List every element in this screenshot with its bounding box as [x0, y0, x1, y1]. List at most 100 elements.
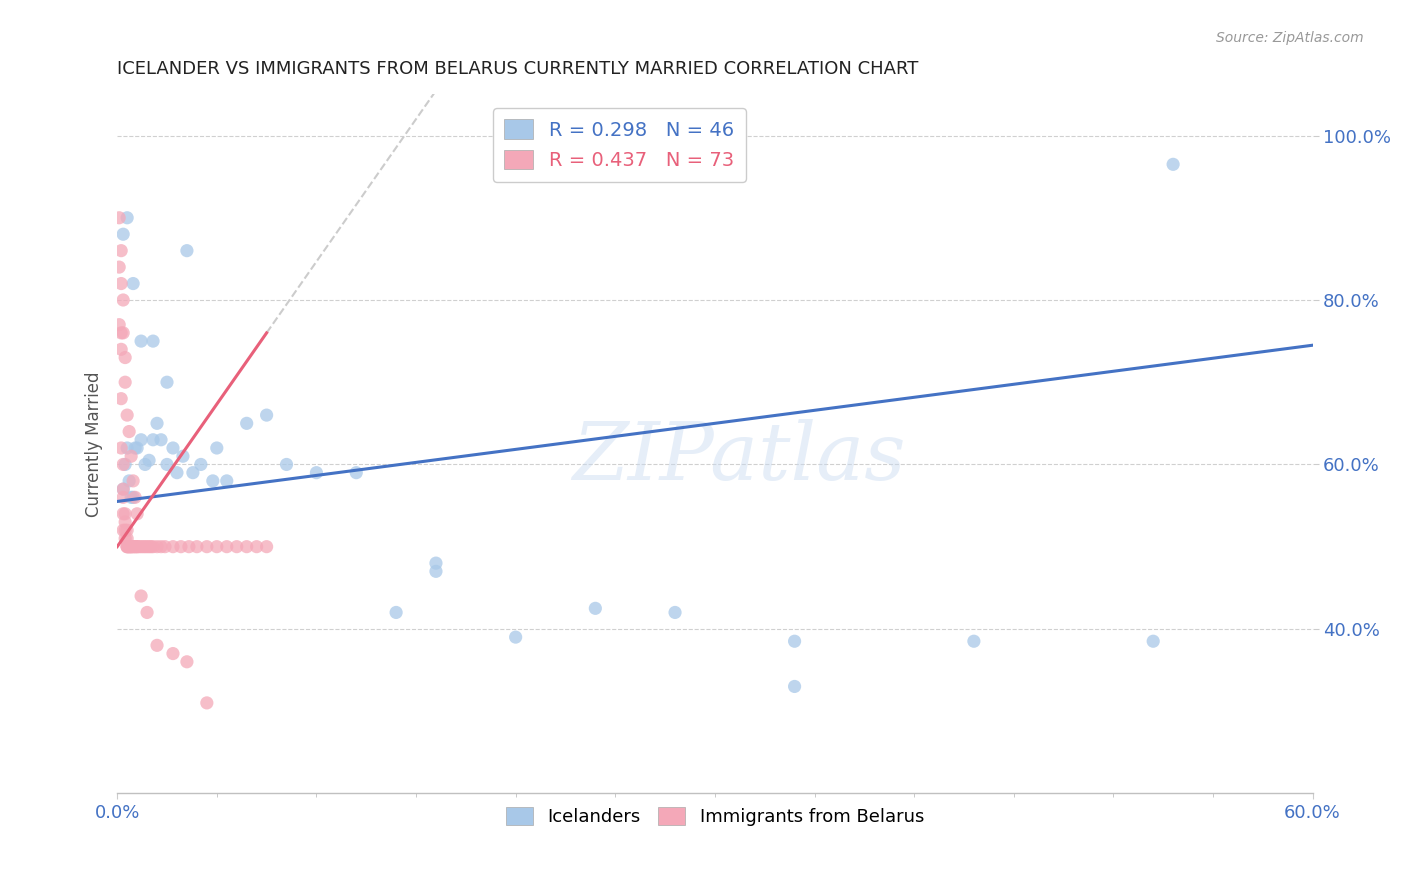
- Point: [118, 474, 141, 488]
- Point: [583, 601, 606, 615]
- Point: [142, 334, 165, 348]
- Point: [122, 277, 145, 291]
- Point: [305, 466, 328, 480]
- Point: [124, 540, 146, 554]
- Point: [195, 696, 218, 710]
- Point: [425, 565, 447, 579]
- Text: ICELANDER VS IMMIGRANTS FROM BELARUS CURRENTLY MARRIED CORRELATION CHART: ICELANDER VS IMMIGRANTS FROM BELARUS CUR…: [117, 60, 918, 78]
- Point: [114, 532, 136, 546]
- Point: [122, 540, 145, 554]
- Point: [138, 453, 160, 467]
- Point: [425, 556, 447, 570]
- Point: [110, 441, 132, 455]
- Point: [112, 523, 135, 537]
- Point: [139, 540, 162, 554]
- Point: [205, 441, 228, 455]
- Point: [110, 392, 132, 406]
- Point: [127, 507, 149, 521]
- Point: [115, 441, 138, 455]
- Point: [114, 458, 136, 472]
- Point: [385, 606, 408, 620]
- Y-axis label: Currently Married: Currently Married: [86, 371, 103, 516]
- Point: [172, 449, 194, 463]
- Point: [505, 630, 527, 644]
- Point: [134, 458, 156, 472]
- Point: [120, 540, 142, 554]
- Point: [120, 540, 142, 554]
- Point: [114, 507, 136, 521]
- Point: [118, 540, 141, 554]
- Point: [162, 441, 184, 455]
- Point: [156, 458, 179, 472]
- Point: [108, 211, 131, 225]
- Point: [112, 491, 135, 505]
- Point: [162, 647, 184, 661]
- Point: [166, 466, 188, 480]
- Point: [142, 540, 165, 554]
- Point: [136, 606, 159, 620]
- Text: ZIPatlas: ZIPatlas: [572, 419, 905, 497]
- Point: [146, 417, 169, 431]
- Point: [276, 458, 298, 472]
- Point: [132, 540, 155, 554]
- Point: [201, 474, 224, 488]
- Point: [112, 482, 135, 496]
- Point: [186, 540, 208, 554]
- Point: [110, 326, 132, 340]
- Point: [1161, 157, 1184, 171]
- Point: [128, 540, 150, 554]
- Point: [115, 540, 138, 554]
- Point: [118, 540, 141, 554]
- Point: [153, 540, 176, 554]
- Point: [235, 417, 257, 431]
- Point: [235, 540, 257, 554]
- Point: [205, 540, 228, 554]
- Point: [124, 441, 146, 455]
- Point: [134, 540, 156, 554]
- Point: [112, 507, 135, 521]
- Point: [124, 491, 146, 505]
- Point: [170, 540, 193, 554]
- Point: [118, 540, 141, 554]
- Point: [344, 466, 367, 480]
- Point: [129, 433, 152, 447]
- Point: [1142, 634, 1164, 648]
- Point: [115, 408, 138, 422]
- Point: [122, 540, 145, 554]
- Point: [114, 376, 136, 390]
- Point: [783, 680, 806, 694]
- Point: [115, 523, 138, 537]
- Point: [110, 343, 132, 357]
- Legend: Icelanders, Immigrants from Belarus: Icelanders, Immigrants from Belarus: [498, 799, 932, 833]
- Point: [136, 540, 159, 554]
- Point: [112, 482, 135, 496]
- Point: [129, 540, 152, 554]
- Point: [150, 540, 173, 554]
- Point: [246, 540, 269, 554]
- Point: [118, 425, 141, 439]
- Point: [114, 351, 136, 365]
- Point: [108, 260, 131, 274]
- Point: [176, 655, 198, 669]
- Point: [664, 606, 686, 620]
- Point: [112, 326, 135, 340]
- Point: [115, 211, 138, 225]
- Point: [114, 515, 136, 529]
- Point: [129, 589, 152, 603]
- Point: [162, 540, 184, 554]
- Point: [256, 540, 278, 554]
- Point: [150, 433, 173, 447]
- Point: [176, 244, 198, 258]
- Point: [127, 540, 149, 554]
- Point: [138, 540, 160, 554]
- Point: [963, 634, 986, 648]
- Point: [115, 532, 138, 546]
- Point: [108, 318, 131, 332]
- Point: [110, 244, 132, 258]
- Point: [110, 277, 132, 291]
- Point: [177, 540, 200, 554]
- Point: [146, 638, 169, 652]
- Point: [156, 376, 179, 390]
- Point: [112, 293, 135, 307]
- Point: [120, 491, 142, 505]
